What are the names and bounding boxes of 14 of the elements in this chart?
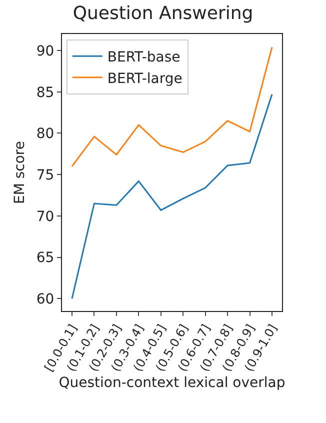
line-series — [71, 94, 273, 300]
legend-label: BERT-large — [107, 70, 182, 87]
y-tick-label: 60 — [36, 292, 54, 308]
y-tick-label: 85 — [36, 84, 54, 101]
x-axis-title: Question-context lexical overlap — [58, 375, 286, 392]
y-tick-label: 70 — [36, 208, 54, 225]
line-series — [71, 46, 273, 168]
y-tick-label: 90 — [36, 43, 54, 60]
y-axis-title: EM score — [12, 141, 28, 204]
y-tick-label: 65 — [36, 250, 54, 266]
y-tick-label: 80 — [36, 126, 54, 142]
chart-title: Question Answering — [72, 2, 254, 24]
y-tick-label: 75 — [36, 167, 54, 184]
legend-label: BERT-base — [107, 50, 180, 66]
